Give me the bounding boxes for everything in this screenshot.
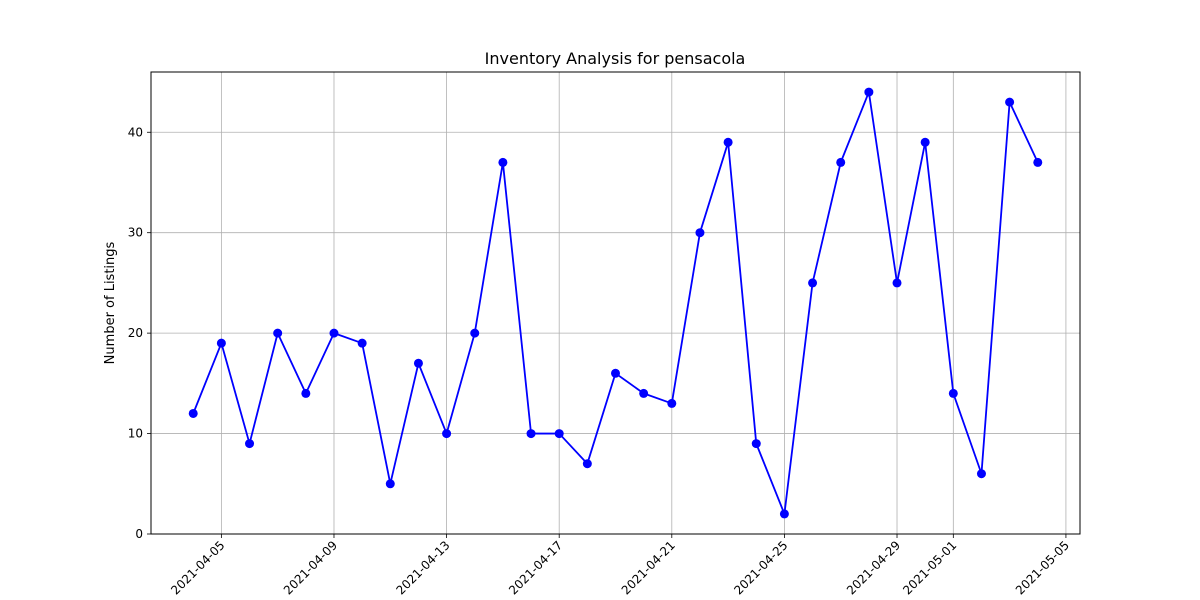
data-point <box>639 388 649 398</box>
x-tick-label: 2021-05-05 <box>1013 538 1072 597</box>
data-point <box>216 338 226 348</box>
data-point <box>1005 97 1015 107</box>
data-point <box>329 328 339 338</box>
x-tick-label: 2021-04-17 <box>506 538 565 597</box>
x-axis: 2021-04-05 2021-04-09 2021-04-13 2021-04-17… <box>168 534 1072 597</box>
data-point <box>751 439 761 449</box>
data-point <box>864 87 874 97</box>
y-tick-label: 10 <box>128 427 143 441</box>
y-tick-label: 40 <box>128 125 143 139</box>
data-point <box>357 338 367 348</box>
data-point <box>892 278 902 288</box>
data-point <box>611 368 620 378</box>
data-point <box>948 388 958 398</box>
data-point <box>526 429 536 439</box>
y-axis-label: Number of Listings <box>103 241 118 364</box>
x-tick-label: 2021-05-01 <box>900 538 959 597</box>
data-point <box>808 278 818 288</box>
y-tick-label: 30 <box>128 226 143 240</box>
data-point <box>920 137 930 147</box>
data-point <box>779 509 789 519</box>
data-point <box>976 469 986 479</box>
y-axis: 0 10 20 30 40 <box>128 125 151 541</box>
x-tick-label: 2021-04-29 <box>844 538 903 597</box>
data-point <box>582 459 592 469</box>
chart-title: Inventory Analysis for pensacola <box>485 49 746 68</box>
data-point <box>667 398 677 408</box>
data-point <box>498 157 508 167</box>
data-point <box>413 358 423 368</box>
x-tick-label: 2021-04-21 <box>619 538 678 597</box>
grid <box>151 72 1080 535</box>
data-point <box>442 429 452 439</box>
series-line-path <box>192 91 1039 515</box>
x-tick-label: 2021-04-13 <box>393 538 452 597</box>
data-point <box>695 228 705 238</box>
series-line <box>192 91 1039 515</box>
y-tick-label: 0 <box>135 527 143 541</box>
x-tick-label: 2021-04-05 <box>168 538 227 597</box>
data-point <box>836 157 846 167</box>
data-point <box>273 328 283 338</box>
plot-area <box>150 71 1081 535</box>
data-point <box>1033 157 1043 167</box>
data-point <box>245 439 255 449</box>
x-tick-label: 2021-04-25 <box>731 538 790 597</box>
data-point <box>470 328 480 338</box>
data-point <box>301 388 311 398</box>
data-point <box>385 479 395 489</box>
y-tick-label: 20 <box>128 326 143 340</box>
data-point <box>188 408 198 418</box>
data-point <box>554 429 564 439</box>
data-point <box>723 137 733 147</box>
x-tick-label: 2021-04-09 <box>281 538 340 597</box>
series-markers <box>188 87 1043 519</box>
